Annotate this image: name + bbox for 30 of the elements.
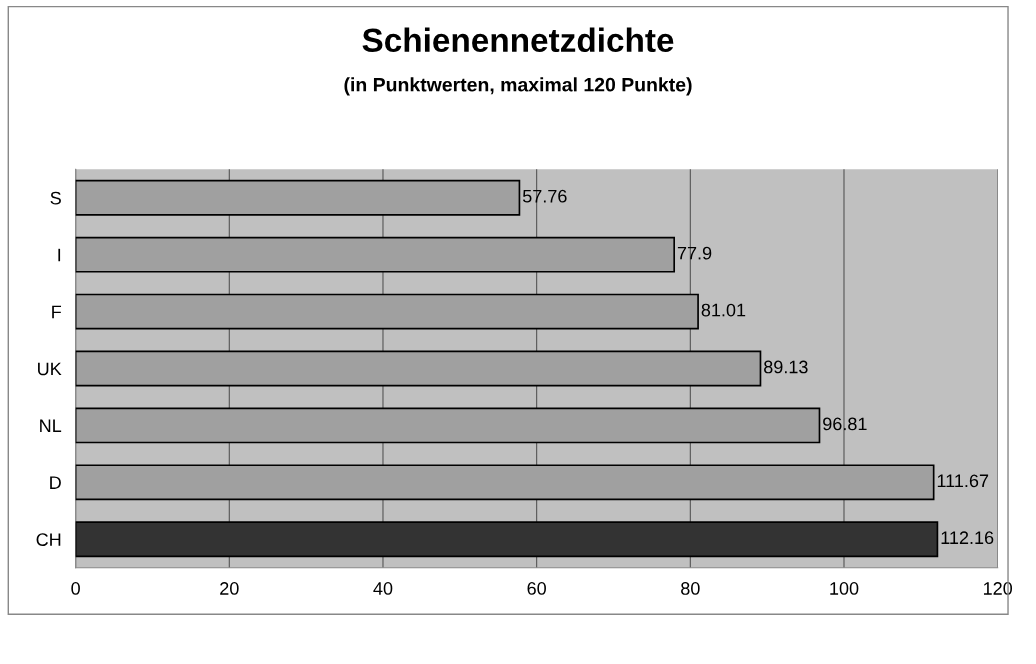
y-tick-label: I [58, 248, 61, 262]
y-tick-label: S [50, 191, 61, 205]
data-label: 81.01 [701, 303, 746, 317]
y-tick-label: F [52, 305, 62, 319]
bar [75, 407, 821, 444]
data-label: 111.67 [937, 474, 989, 488]
x-tick-label: 0 [71, 582, 80, 595]
x-tick-label: 120 [983, 582, 1013, 595]
data-label: 89.13 [764, 360, 808, 374]
data-label: 112.16 [941, 531, 994, 545]
y-tick-label: D [50, 476, 61, 489]
bar [75, 236, 676, 273]
y-tick-label: CH [36, 533, 61, 546]
data-label: 77.9 [677, 246, 712, 260]
bar [75, 464, 935, 501]
data-label: 57.76 [522, 189, 567, 203]
bar [75, 350, 762, 387]
bar [75, 521, 939, 558]
x-tick-label: 60 [527, 582, 546, 595]
y-tick-label: NL [40, 419, 62, 432]
data-label: 96.81 [823, 417, 867, 431]
x-tick-label: 40 [373, 582, 393, 595]
y-tick-label: UK [38, 362, 62, 376]
bar [75, 293, 699, 330]
chart-title: Schienennetzdichte [362, 27, 674, 53]
x-tick-label: 100 [830, 582, 859, 595]
x-tick-label: 80 [681, 582, 700, 595]
x-tick-label: 20 [220, 582, 239, 595]
bar [75, 179, 521, 216]
chart-subtitle: (in Punktwerten, maximal 120 Punkte) [344, 77, 692, 96]
